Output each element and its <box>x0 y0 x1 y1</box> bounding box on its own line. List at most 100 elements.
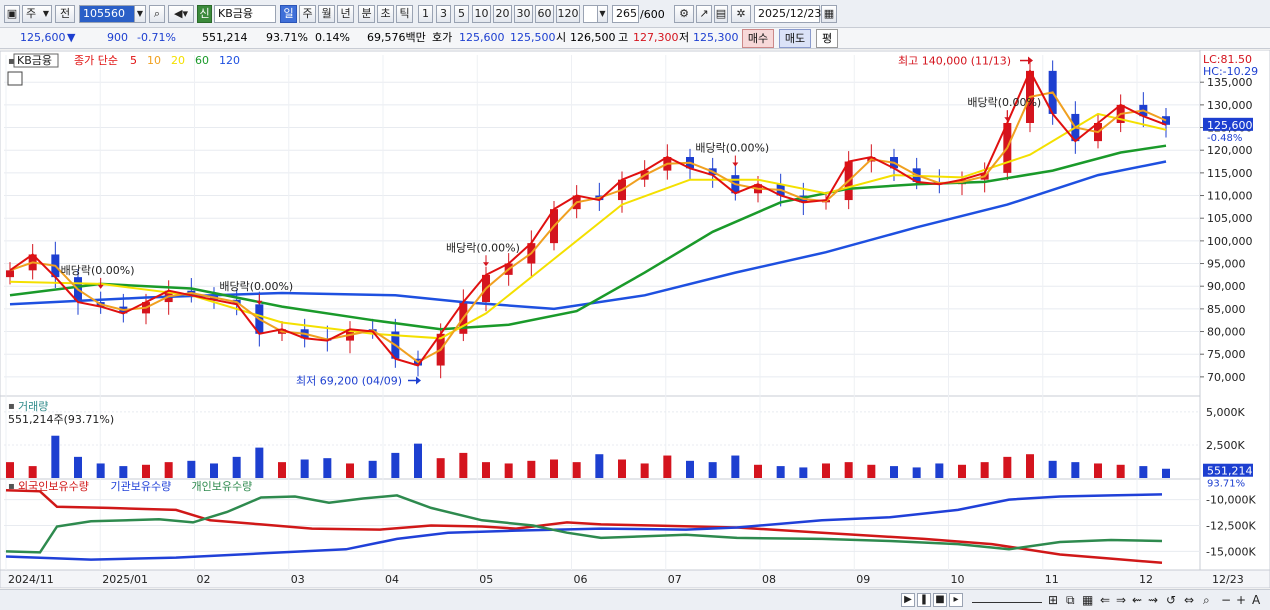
tab-week[interactable]: 주 <box>299 5 316 23</box>
interval-1[interactable]: 1 <box>418 5 433 23</box>
volume-bar <box>550 459 558 478</box>
tab-year[interactable]: 년 <box>337 5 354 23</box>
zoom-in-icon[interactable]: + <box>1236 593 1247 607</box>
fit-icon[interactable]: ⇔ <box>1184 593 1195 607</box>
interval-120[interactable]: 120 <box>556 5 580 23</box>
tab-tick[interactable]: 틱 <box>396 5 413 23</box>
open-label: 시 <box>556 31 567 44</box>
search-icon[interactable]: ⌕ <box>149 5 165 23</box>
scroll-slider[interactable] <box>972 594 1042 603</box>
period-type-dropdown[interactable]: 주 ▼ <box>22 5 52 23</box>
pan-right-icon[interactable]: ⇝ <box>1148 593 1159 607</box>
holding-line-2 <box>5 494 1163 554</box>
ask-price: 125,600 <box>459 31 505 44</box>
tab-minute[interactable]: 분 <box>358 5 375 23</box>
settings-icon[interactable]: ✲ <box>731 5 751 23</box>
volume-bar <box>6 462 14 478</box>
volume-legend-dot-icon: ▪ <box>8 401 15 412</box>
legend-dot-icon: ▪ <box>8 56 15 67</box>
indicator-icon[interactable]: ⚙ <box>674 5 694 23</box>
tab-second[interactable]: 초 <box>377 5 394 23</box>
speaker-icon[interactable]: ◀▾ <box>168 5 194 23</box>
volume-bar <box>527 460 536 478</box>
calendar-icon[interactable]: ▦ <box>821 5 837 23</box>
chart-area[interactable]: 135,000130,000125,000120,000115,000110,0… <box>0 50 1270 588</box>
volume-bar <box>323 458 332 478</box>
interval-10[interactable]: 10 <box>472 5 491 23</box>
interval-5[interactable]: 5 <box>454 5 469 23</box>
volume-bar <box>278 462 286 478</box>
interval-dropdown-icon[interactable]: ▼ <box>597 5 608 23</box>
lc-label: LC:81.50 <box>1203 53 1252 66</box>
volume-bar <box>96 463 105 478</box>
volume-bar <box>1071 462 1080 478</box>
volume-bar <box>686 460 694 478</box>
collapse-icon[interactable]: ⇐ <box>1100 593 1111 607</box>
expand-icon[interactable]: ⇒ <box>1116 593 1127 607</box>
zoom-search-icon[interactable]: ⌕ <box>1203 593 1210 607</box>
volume-bar <box>119 466 128 478</box>
low-annotation: 최저 69,200 (04/09) <box>296 374 402 387</box>
price-tick-label: 135,000 <box>1207 76 1253 89</box>
count-input[interactable]: 265 <box>612 5 639 23</box>
tab-day[interactable]: 일 <box>280 5 297 23</box>
ma10-line <box>9 91 1167 364</box>
turnover-ratio: 0.14% <box>315 31 350 44</box>
sell-button[interactable]: 매도 <box>779 29 811 48</box>
x-axis-strip <box>0 569 1270 588</box>
holding-legend-dot-icon: ▪ <box>8 481 15 492</box>
stop-icon[interactable]: ■ <box>933 593 947 607</box>
reset-icon[interactable]: ↺ <box>1166 593 1177 607</box>
text-size-icon[interactable]: A <box>1252 593 1261 607</box>
save-icon[interactable]: ▤ <box>714 5 728 23</box>
stock-code-input[interactable]: 105560 <box>79 5 135 23</box>
zoom-out-icon[interactable]: − <box>1221 593 1232 607</box>
interval-30[interactable]: 30 <box>514 5 533 23</box>
price-change: 900 <box>107 31 128 44</box>
volume-title: 거래량 <box>18 400 48 413</box>
interval-20[interactable]: 20 <box>493 5 512 23</box>
dividend-annotation-4: 배당락(0.00%) <box>695 142 769 155</box>
interval-60[interactable]: 60 <box>535 5 554 23</box>
high-arrow-icon <box>1028 56 1033 65</box>
volume-bar <box>958 464 966 478</box>
legend-price-label: 종가 단순 <box>74 54 118 67</box>
low-arrow-icon <box>416 376 421 385</box>
ma5-line <box>9 68 1167 367</box>
price-tick-label: 85,000 <box>1207 303 1246 316</box>
buy-button[interactable]: 매수 <box>742 29 774 48</box>
x-month-label: 2024/11 <box>8 573 54 586</box>
pause-icon[interactable]: ❚ <box>917 593 931 607</box>
grid-icon[interactable]: ▦ <box>1082 593 1094 607</box>
copy-icon[interactable]: ⧉ <box>1066 593 1075 607</box>
holding-line-1 <box>5 493 1163 561</box>
date-input[interactable]: 2025/12/23 <box>754 5 821 23</box>
volume-bar <box>663 455 672 478</box>
fast-forward-icon[interactable]: ▸ <box>949 593 963 607</box>
credit-badge: 신 <box>197 5 212 23</box>
draw-icon[interactable]: ↗ <box>696 5 712 23</box>
menu-icon[interactable]: ▣ <box>4 5 20 23</box>
stock-name-field[interactable]: KB금융 <box>214 5 276 23</box>
x-month-label: 05 <box>479 573 493 586</box>
prev-button[interactable]: 전 <box>55 5 75 23</box>
tab-month[interactable]: 월 <box>318 5 335 23</box>
dividend-annotation-3-arrow-icon <box>483 262 489 267</box>
pan-left-icon[interactable]: ⇜ <box>1132 593 1143 607</box>
high-label: 고 <box>618 31 629 44</box>
code-dropdown-icon[interactable]: ▼ <box>134 5 146 23</box>
stock-chart[interactable]: 135,000130,000125,000120,000115,000110,0… <box>0 50 1270 588</box>
volume-bar <box>232 456 241 478</box>
volume-bar <box>51 435 60 478</box>
y-axis-panel <box>1199 50 1270 571</box>
layout-icon[interactable]: ⊞ <box>1048 593 1059 607</box>
volume-current-tag-label: 551,214 <box>1207 465 1253 478</box>
x-month-label: 10 <box>951 573 965 586</box>
volume-bar <box>1162 468 1170 478</box>
play-icon[interactable]: ▶ <box>901 593 915 607</box>
dividend-annotation-4-arrow-icon <box>732 162 739 167</box>
interval-3[interactable]: 3 <box>436 5 451 23</box>
holding-tick-label: -12,500K <box>1206 519 1256 532</box>
evaluation-button[interactable]: 평 <box>816 29 838 48</box>
x-month-label: 2025/01 <box>102 573 148 586</box>
